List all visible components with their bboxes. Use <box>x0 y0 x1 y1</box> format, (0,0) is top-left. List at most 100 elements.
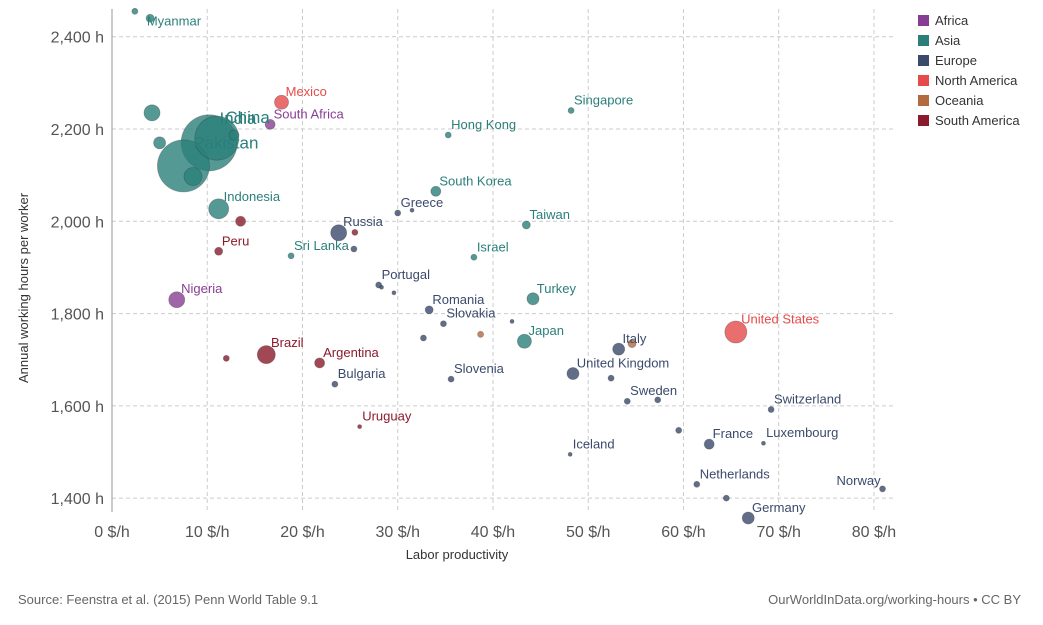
legend-item[interactable]: Asia <box>918 30 1020 50</box>
y-tick-label: 1,400 h <box>51 491 104 508</box>
data-point[interactable] <box>420 334 427 342</box>
point-label: Mexico <box>286 84 327 99</box>
point-label: Pakistan <box>193 133 258 152</box>
point-label: Taiwan <box>530 207 570 222</box>
data-point[interactable] <box>444 131 452 139</box>
data-point[interactable] <box>208 198 230 220</box>
data-point[interactable] <box>264 118 276 130</box>
data-point[interactable] <box>331 380 339 388</box>
data-point[interactable] <box>351 228 359 236</box>
x-tick-label: 50 $/h <box>566 524 610 541</box>
data-point[interactable] <box>724 320 748 344</box>
point-label: Romania <box>432 292 485 307</box>
legend-swatch <box>918 94 929 106</box>
data-point[interactable] <box>879 485 886 493</box>
data-point[interactable] <box>767 406 775 413</box>
data-point[interactable] <box>703 438 715 450</box>
data-point[interactable] <box>761 440 766 446</box>
data-point[interactable] <box>214 246 224 256</box>
data-point[interactable] <box>741 511 755 525</box>
data-point[interactable] <box>391 290 397 296</box>
legend-item[interactable]: South America <box>918 110 1020 130</box>
y-tick-label: 1,800 h <box>51 307 104 324</box>
data-point[interactable] <box>153 136 167 150</box>
point-label: Luxembourg <box>766 425 838 440</box>
legend-swatch <box>918 14 929 26</box>
legend-label: Europe <box>935 52 977 68</box>
data-point[interactable] <box>607 374 615 382</box>
data-point[interactable] <box>623 397 631 405</box>
point-label: South Korea <box>439 173 512 188</box>
data-point[interactable] <box>509 319 515 324</box>
point-label: United States <box>741 311 820 326</box>
data-point[interactable] <box>675 426 683 434</box>
legend-item[interactable]: Africa <box>918 10 1020 30</box>
data-point[interactable] <box>256 345 276 365</box>
legend-item[interactable]: Oceania <box>918 90 1020 110</box>
y-tick-label: 1,600 h <box>51 399 104 416</box>
point-label: United Kingdom <box>577 356 670 371</box>
data-point[interactable] <box>567 451 573 457</box>
data-point[interactable] <box>235 215 246 227</box>
point-label: Germany <box>752 500 806 515</box>
data-point[interactable] <box>394 209 402 217</box>
data-point[interactable] <box>722 494 730 502</box>
legend-item[interactable]: Europe <box>918 50 1020 70</box>
data-point[interactable] <box>194 115 240 161</box>
data-point[interactable] <box>357 424 363 430</box>
data-point[interactable] <box>143 104 161 122</box>
data-point[interactable] <box>627 339 637 348</box>
data-point[interactable] <box>409 207 415 213</box>
x-tick-label: 0 $/h <box>94 524 130 541</box>
x-axis-title: Labor productivity <box>406 547 509 562</box>
data-point[interactable] <box>424 305 434 315</box>
data-point[interactable] <box>526 292 540 306</box>
point-label: Uruguay <box>362 409 412 424</box>
data-point[interactable] <box>228 129 240 141</box>
data-point[interactable] <box>567 107 575 114</box>
point-label: Italy <box>622 331 646 346</box>
data-point[interactable] <box>430 185 442 197</box>
data-point[interactable] <box>654 396 662 404</box>
x-tick-label: 60 $/h <box>661 524 705 541</box>
legend-item[interactable]: North America <box>918 70 1020 90</box>
credit-link[interactable]: OurWorldInData.org/working-hours • CC BY <box>768 592 1021 607</box>
legend-swatch <box>918 34 929 46</box>
data-point[interactable] <box>350 245 358 253</box>
data-point[interactable] <box>612 342 626 356</box>
data-point[interactable] <box>477 330 484 338</box>
x-tick-label: 40 $/h <box>471 524 515 541</box>
data-point[interactable] <box>440 320 447 328</box>
data-point[interactable] <box>517 333 532 349</box>
point-label: Slovakia <box>446 306 496 321</box>
data-point[interactable] <box>314 357 326 369</box>
data-point[interactable] <box>447 375 455 383</box>
data-point[interactable] <box>287 252 295 260</box>
data-point[interactable] <box>145 13 155 23</box>
point-label: Brazil <box>271 335 304 350</box>
data-point[interactable] <box>222 354 230 362</box>
point-label: France <box>713 426 753 441</box>
data-point[interactable] <box>521 220 531 230</box>
point-label: South Africa <box>274 106 345 121</box>
data-point[interactable] <box>168 291 186 309</box>
y-tick-label: 2,400 h <box>51 30 104 47</box>
y-tick-label: 2,200 h <box>51 122 104 139</box>
x-tick-label: 20 $/h <box>280 524 324 541</box>
data-point[interactable] <box>131 7 139 15</box>
data-point[interactable] <box>566 367 580 380</box>
point-label: Israel <box>477 239 509 254</box>
legend-label: South America <box>935 112 1020 128</box>
x-tick-label: 30 $/h <box>375 524 419 541</box>
data-point[interactable] <box>379 284 384 290</box>
data-point[interactable] <box>330 224 348 242</box>
data-point[interactable] <box>183 167 203 186</box>
source-note: Source: Feenstra et al. (2015) Penn Worl… <box>18 592 319 607</box>
data-point[interactable] <box>693 480 701 488</box>
data-point[interactable] <box>274 94 289 110</box>
legend-swatch <box>918 74 929 86</box>
data-point[interactable] <box>470 253 478 261</box>
legend-swatch <box>918 54 929 66</box>
legend-swatch <box>918 114 929 126</box>
